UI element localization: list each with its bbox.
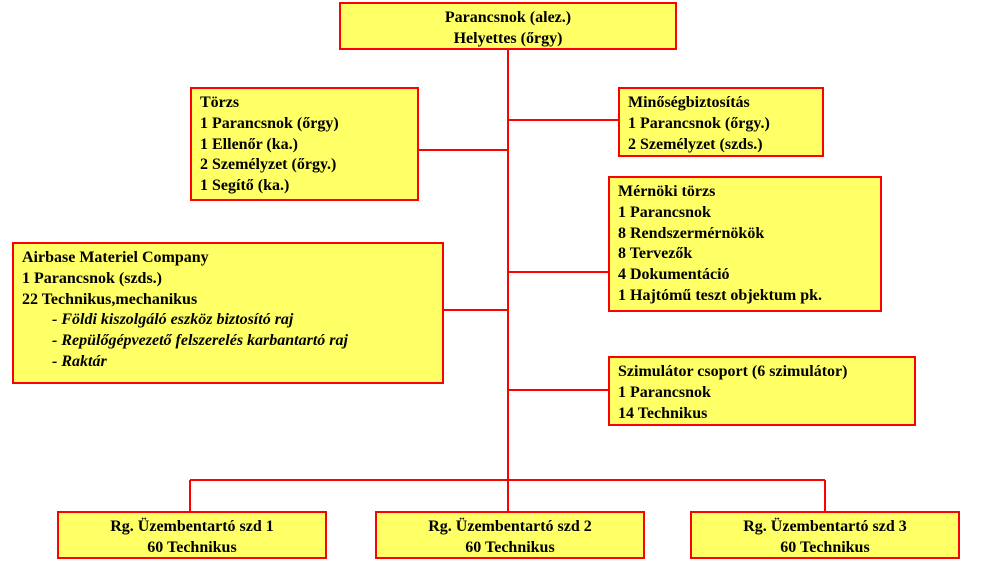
node-szd3-line-1: 60 Technikus <box>700 538 950 559</box>
node-szd1-line-0: Rg. Üzembentartó szd 1 <box>67 517 317 538</box>
node-airbase-sublist-item-0: Földi kiszolgáló eszköz biztosító raj <box>52 310 434 331</box>
node-szd3-line-0: Rg. Üzembentartó szd 3 <box>700 517 950 538</box>
node-minoseg-line-1: 1 Parancsnok (őrgy.) <box>628 114 814 135</box>
node-mernoki-line-5: 1 Hajtómű teszt objektum pk. <box>618 286 872 307</box>
node-mernoki-line-2: 8 Rendszermérnökök <box>618 224 872 245</box>
node-torzs: Törzs1 Parancsnok (őrgy)1 Ellenőr (ka.)2… <box>190 87 419 201</box>
node-szd1-line-1: 60 Technikus <box>67 538 317 559</box>
node-torzs-line-3: 2 Személyzet (őrgy.) <box>200 155 409 176</box>
node-torzs-line-1: 1 Parancsnok (őrgy) <box>200 114 409 135</box>
node-szim-line-2: 14 Technikus <box>618 404 906 425</box>
node-szim: Szimulátor csoport (6 szimulátor)1 Paran… <box>608 356 916 426</box>
node-airbase-line-0: 1 Parancsnok (szds.) <box>22 269 434 290</box>
node-airbase-sublist: Földi kiszolgáló eszköz biztosító rajRep… <box>22 310 434 372</box>
node-szim-line-1: 1 Parancsnok <box>618 383 906 404</box>
node-airbase-sublist-item-1: Repülőgépvezető felszerelés karbantartó … <box>52 331 434 352</box>
node-airbase-sublist-item-2: Raktár <box>52 352 434 373</box>
node-root-line-0: Parancsnok (alez.) <box>349 8 667 29</box>
node-szd3: Rg. Üzembentartó szd 360 Technikus <box>690 511 960 559</box>
node-szd2-line-1: 60 Technikus <box>385 538 635 559</box>
node-mernoki-line-0: Mérnöki törzs <box>618 182 872 203</box>
node-mernoki-line-4: 4 Dokumentáció <box>618 265 872 286</box>
node-torzs-line-0: Törzs <box>200 93 409 114</box>
node-szim-line-0: Szimulátor csoport (6 szimulátor) <box>618 362 906 383</box>
node-mernoki-line-3: 8 Tervezők <box>618 244 872 265</box>
node-minoseg-line-2: 2 Személyzet (szds.) <box>628 135 814 156</box>
node-szd2-line-0: Rg. Üzembentartó szd 2 <box>385 517 635 538</box>
node-minoseg-line-0: Minőségbiztosítás <box>628 93 814 114</box>
node-airbase: Airbase Materiel Company1 Parancsnok (sz… <box>12 242 444 384</box>
node-mernoki-line-1: 1 Parancsnok <box>618 203 872 224</box>
node-torzs-line-2: 1 Ellenőr (ka.) <box>200 135 409 156</box>
node-szd1: Rg. Üzembentartó szd 160 Technikus <box>57 511 327 559</box>
node-szd2: Rg. Üzembentartó szd 260 Technikus <box>375 511 645 559</box>
node-torzs-line-4: 1 Segítő (ka.) <box>200 176 409 197</box>
node-minoseg: Minőségbiztosítás1 Parancsnok (őrgy.)2 S… <box>618 87 824 157</box>
node-root-line-1: Helyettes (őrgy) <box>349 29 667 50</box>
node-root: Parancsnok (alez.)Helyettes (őrgy) <box>339 2 677 50</box>
node-mernoki: Mérnöki törzs1 Parancsnok8 Rendszermérnö… <box>608 176 882 312</box>
node-airbase-line-1: 22 Technikus,mechanikus <box>22 290 434 311</box>
node-airbase-title: Airbase Materiel Company <box>22 248 434 269</box>
